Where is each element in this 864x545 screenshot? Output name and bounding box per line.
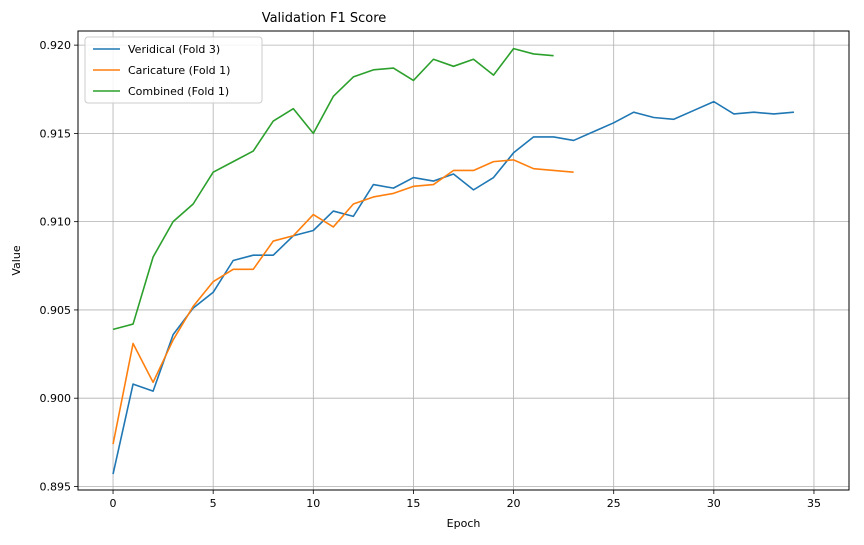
series-line-combined-fold-1 [112,47,554,331]
x-tick-label: 0 [110,497,117,510]
x-axis-label: Epoch [447,517,481,530]
y-tick-label: 0.900 [40,392,72,405]
x-tick-label: 15 [406,497,420,510]
x-tick-label: 35 [807,497,821,510]
y-axis-label: Value [10,245,23,275]
y-tick-label: 0.915 [40,127,72,140]
legend-label: Combined (Fold 1) [128,85,229,98]
x-tick-label: 5 [210,497,217,510]
legend-label: Caricature (Fold 1) [128,64,230,77]
series-line-caricature-fold-1 [112,159,574,445]
legend-label: Veridical (Fold 3) [128,43,220,56]
y-tick-label: 0.910 [40,216,72,229]
y-tick-label: 0.905 [40,304,72,317]
y-tick-label: 0.920 [40,39,72,52]
x-tick-label: 10 [306,497,320,510]
plot-frame [77,30,850,491]
series-line-veridical-fold-3 [112,100,795,475]
chart-title: Validation F1 Score [262,11,387,26]
series-layer [112,47,795,475]
legend-box [84,36,263,104]
y-axis-ticks: 0.895 0.900 0.905 0.910 0.915 0.920 [40,39,78,493]
x-tick-label: 20 [507,497,521,510]
legend: Veridical (Fold 3) Caricature (Fold 1) Com… [84,36,263,104]
x-axis-ticks: 0 5 10 15 20 25 30 35 [110,490,821,510]
grid [78,31,849,490]
y-tick-label: 0.895 [40,480,72,493]
x-tick-label: 30 [707,497,721,510]
x-tick-label: 25 [607,497,621,510]
